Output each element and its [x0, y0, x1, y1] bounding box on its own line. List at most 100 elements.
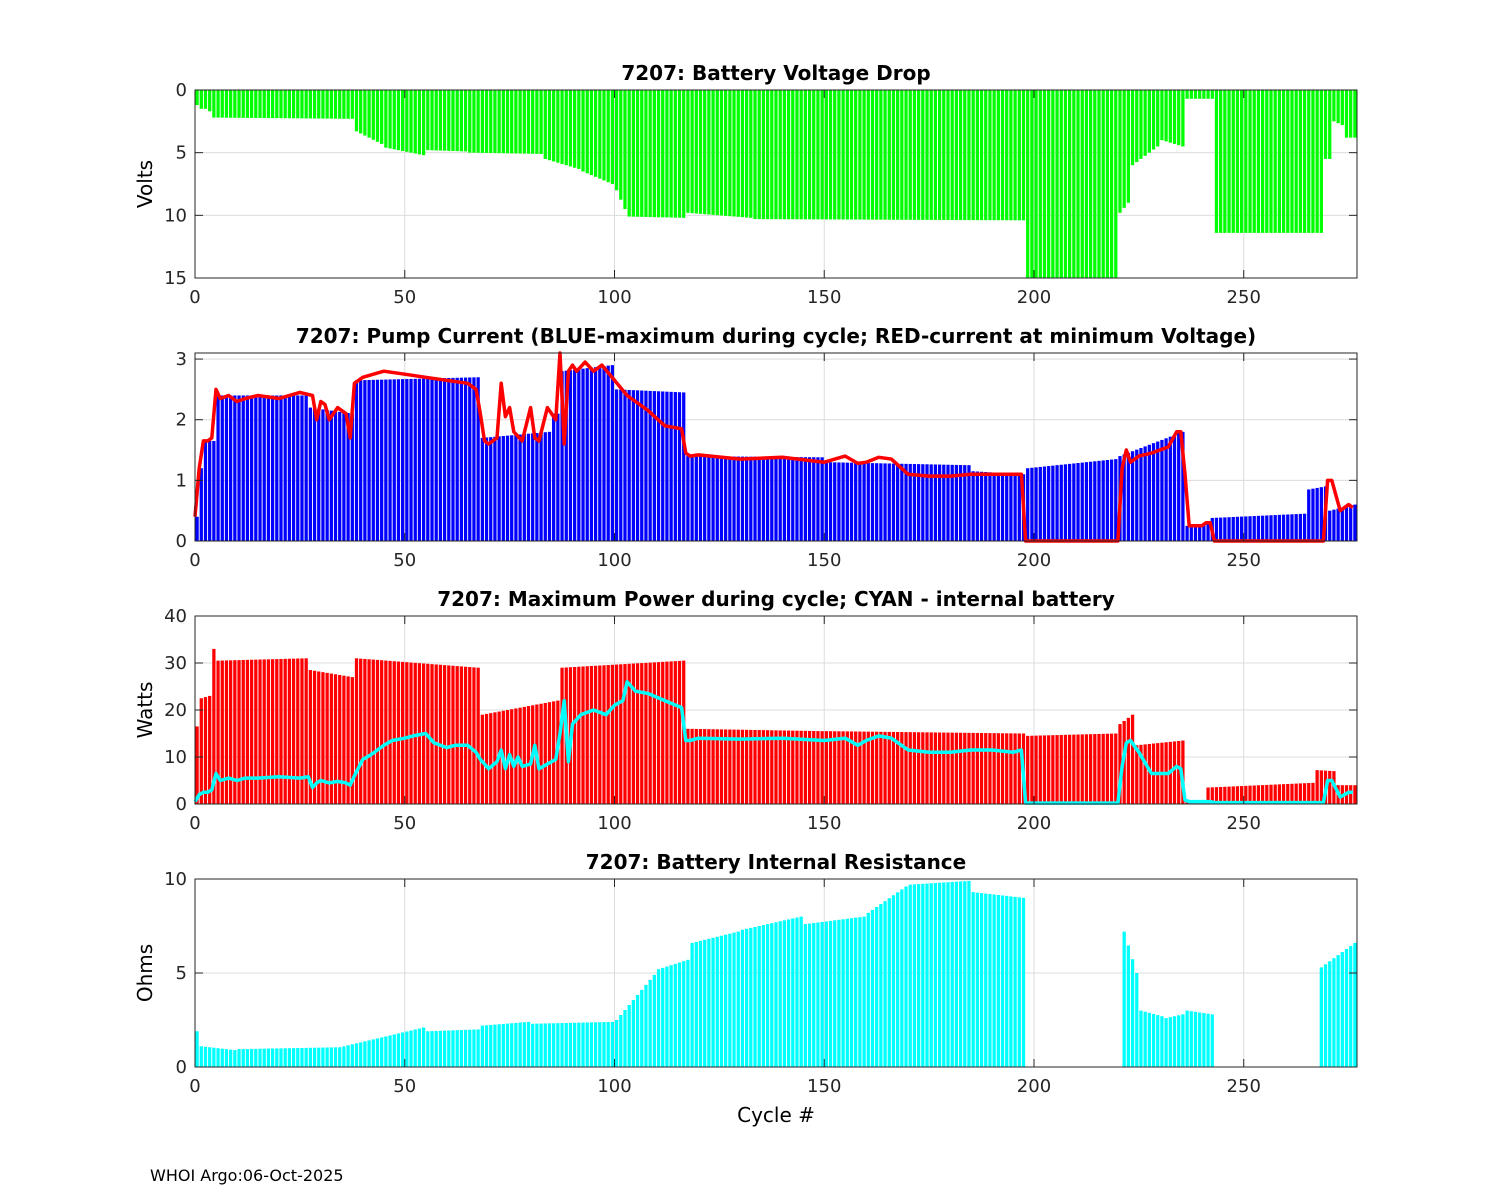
x-tick-label: 100: [597, 287, 631, 308]
resistance-bar: [560, 1023, 564, 1067]
voltage-bar: [1030, 90, 1034, 278]
resistance-bar: [531, 1023, 535, 1067]
voltage-bar: [1042, 90, 1047, 278]
current-bar: [371, 379, 375, 541]
current-bar: [279, 395, 283, 541]
resistance-bar: [1340, 952, 1344, 1067]
current-bar: [707, 456, 711, 541]
voltage-series-0: [195, 90, 1357, 278]
power-ylabel: Watts: [133, 682, 157, 739]
current-bar: [849, 462, 854, 541]
voltage-bar: [749, 90, 753, 218]
current-bar: [799, 457, 803, 541]
power-bar: [430, 664, 434, 804]
power-bar: [795, 730, 799, 804]
resistance-bar: [963, 881, 967, 1067]
power-bar: [698, 729, 703, 804]
power-bar: [1139, 744, 1143, 804]
current-bar: [1068, 463, 1072, 541]
power-bar: [220, 660, 224, 804]
current-bar: [807, 457, 812, 541]
y-tick-label: 5: [176, 963, 187, 984]
resistance-bar: [854, 917, 858, 1067]
current-bar: [539, 432, 543, 541]
power-bar: [476, 667, 480, 804]
power-bar: [640, 663, 644, 804]
voltage-bar: [199, 90, 203, 109]
power-bar: [807, 730, 812, 804]
voltage-bar: [648, 90, 652, 218]
current-bar: [988, 472, 992, 541]
resistance-bar: [824, 921, 828, 1067]
current-bar: [1281, 514, 1286, 541]
power-bar: [673, 661, 677, 804]
resistance-bar: [371, 1039, 375, 1067]
power-bar: [1311, 782, 1315, 804]
x-tick-label: 200: [1017, 1076, 1051, 1097]
current-bar: [644, 390, 648, 541]
current-bar: [736, 456, 740, 541]
power-bar: [304, 658, 308, 804]
voltage-bar: [589, 90, 594, 176]
power-bar: [644, 662, 648, 804]
voltage-bar: [1214, 90, 1219, 233]
resistance-bar: [354, 1043, 359, 1067]
resistance-bar: [958, 881, 963, 1067]
power-bar: [1109, 733, 1114, 804]
power-bar: [1047, 735, 1051, 804]
y-tick-label: 30: [164, 653, 187, 674]
resistance-bar: [652, 974, 656, 1067]
power-bar: [1353, 785, 1357, 804]
power-bar: [468, 667, 472, 804]
current-bar: [1126, 452, 1131, 541]
power-bar: [774, 730, 778, 804]
power-bar: [350, 677, 354, 804]
resistance-bar: [1353, 942, 1357, 1067]
power-bar: [963, 732, 967, 804]
power-bar: [241, 659, 245, 804]
power-bar: [585, 666, 589, 804]
current-bar: [640, 390, 644, 541]
current-bar: [258, 395, 262, 541]
voltage-bar: [1021, 90, 1026, 221]
power-bar: [405, 662, 409, 804]
current-bar: [782, 456, 787, 541]
current-bar: [1315, 487, 1319, 541]
current-bar: [396, 379, 401, 541]
current-bar: [1332, 509, 1336, 541]
voltage-bar: [1026, 90, 1030, 278]
current-bar: [912, 464, 917, 541]
x-tick-label: 150: [807, 287, 841, 308]
power-bar: [1126, 717, 1131, 804]
voltage-bar: [745, 90, 749, 218]
current-bar: [656, 391, 661, 541]
power-bar: [879, 731, 883, 804]
resistance-bar: [447, 1030, 451, 1067]
power-bar: [451, 665, 455, 804]
resistance-bar: [1005, 895, 1009, 1067]
current-bar: [216, 395, 220, 541]
power-bar: [1172, 741, 1177, 804]
voltage-bar: [623, 90, 627, 210]
voltage-bar: [979, 90, 984, 221]
current-bar: [719, 456, 724, 541]
current-bar: [304, 395, 308, 541]
resistance-bar: [321, 1047, 325, 1067]
power-bar: [1206, 787, 1210, 804]
y-tick-label: 0: [176, 1057, 187, 1078]
current-bar: [1156, 441, 1160, 541]
current-bar: [564, 370, 568, 541]
power-bar: [740, 729, 745, 804]
power-bar: [203, 697, 208, 804]
power-bar: [988, 733, 992, 804]
voltage-bar: [958, 90, 963, 221]
power-bar: [925, 732, 929, 804]
resistance-bar: [837, 919, 841, 1067]
current-bar: [254, 395, 258, 541]
voltage-bar: [262, 90, 266, 119]
voltage-bar: [208, 90, 212, 112]
resistance-bar: [275, 1048, 279, 1067]
current-bar: [1130, 451, 1135, 541]
current-bar: [824, 462, 828, 541]
voltage-bar: [1130, 90, 1135, 166]
